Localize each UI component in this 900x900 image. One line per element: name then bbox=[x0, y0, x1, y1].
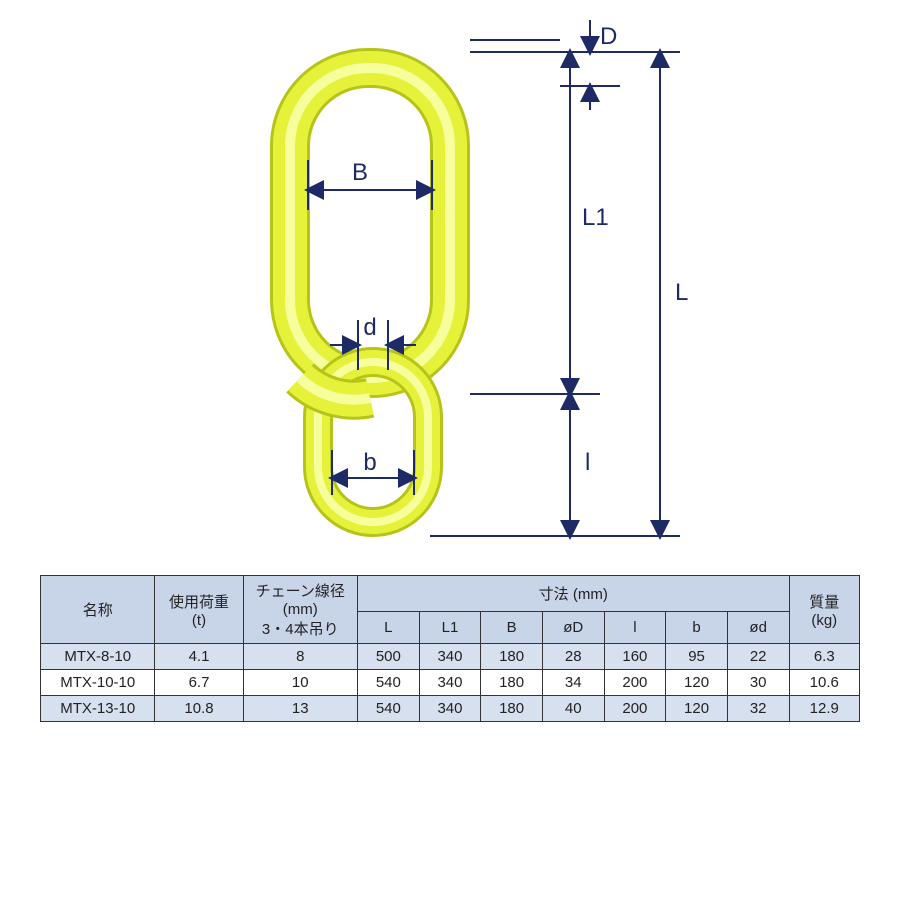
dim-l: l bbox=[570, 394, 590, 536]
cell-d: 32 bbox=[727, 696, 789, 722]
dim-label-l: l bbox=[585, 449, 590, 476]
dim-label-b: b bbox=[363, 449, 376, 476]
th-dim-B: B bbox=[481, 612, 543, 644]
cell-L1: 340 bbox=[419, 670, 481, 696]
page: D L L1 l bbox=[0, 0, 900, 900]
th-chain: チェーン線径 (mm) 3・4本吊り bbox=[243, 576, 357, 644]
dim-label-B: B bbox=[352, 159, 368, 186]
cell-L1: 340 bbox=[419, 696, 481, 722]
cell-name: MTX-13-10 bbox=[41, 696, 155, 722]
th-dims: 寸法 (mm) bbox=[358, 576, 789, 612]
dim-label-L1: L1 bbox=[582, 204, 609, 231]
th-dim-L1: L1 bbox=[419, 612, 481, 644]
cell-b: 120 bbox=[666, 696, 728, 722]
dim-L1: L1 bbox=[470, 52, 609, 394]
dim-b: b bbox=[332, 449, 414, 495]
cell-B: 180 bbox=[481, 644, 543, 670]
cell-wll: 10.8 bbox=[155, 696, 243, 722]
th-name: 名称 bbox=[41, 576, 155, 644]
spec-table-body: MTX-8-104.185003401802816095226.3MTX-10-… bbox=[41, 644, 860, 722]
cell-mass: 10.6 bbox=[789, 670, 860, 696]
spec-table: 名称 使用荷重 (t) チェーン線径 (mm) 3・4本吊り 寸法 (mm) 質 bbox=[40, 575, 860, 722]
th-dim-L: L bbox=[358, 612, 420, 644]
cell-l: 200 bbox=[604, 670, 666, 696]
table-row: MTX-10-106.710540340180342001203010.6 bbox=[41, 670, 860, 696]
main-link-front-patch bbox=[300, 378, 370, 400]
cell-chain: 10 bbox=[243, 670, 357, 696]
table-row: MTX-8-104.185003401802816095226.3 bbox=[41, 644, 860, 670]
cell-L: 540 bbox=[358, 696, 420, 722]
cell-L1: 340 bbox=[419, 644, 481, 670]
cell-wll: 6.7 bbox=[155, 670, 243, 696]
dim-B: B bbox=[308, 159, 432, 210]
cell-mass: 6.3 bbox=[789, 644, 860, 670]
th-mass-unit: (kg) bbox=[811, 612, 837, 629]
th-wll-unit: (t) bbox=[192, 612, 206, 629]
dim-label-d: d bbox=[363, 314, 376, 341]
cell-D: 28 bbox=[542, 644, 604, 670]
cell-b: 95 bbox=[666, 644, 728, 670]
cell-B: 180 bbox=[481, 696, 543, 722]
spec-table-container: 名称 使用荷重 (t) チェーン線径 (mm) 3・4本吊り 寸法 (mm) 質 bbox=[40, 575, 860, 722]
table-row: MTX-13-1010.813540340180402001203212.9 bbox=[41, 696, 860, 722]
dim-D: D bbox=[470, 20, 620, 110]
th-mass: 質量 (kg) bbox=[789, 576, 860, 644]
th-dim-l: l bbox=[604, 612, 666, 644]
th-dim-b: b bbox=[666, 612, 728, 644]
th-chain-text: チェーン線径 (mm) bbox=[256, 583, 345, 618]
cell-l: 160 bbox=[604, 644, 666, 670]
th-wll-text: 使用荷重 bbox=[169, 594, 229, 611]
th-dims-text: 寸法 (mm) bbox=[539, 586, 608, 603]
th-name-text: 名称 bbox=[83, 602, 113, 619]
cell-name: MTX-10-10 bbox=[41, 670, 155, 696]
cell-D: 34 bbox=[542, 670, 604, 696]
cell-wll: 4.1 bbox=[155, 644, 243, 670]
th-dim-phid: ød bbox=[727, 612, 789, 644]
diagram: D L L1 l bbox=[0, 0, 900, 560]
cell-b: 120 bbox=[666, 670, 728, 696]
diagram-svg: D L L1 l bbox=[0, 0, 900, 560]
cell-d: 22 bbox=[727, 644, 789, 670]
cell-chain: 8 bbox=[243, 644, 357, 670]
cell-D: 40 bbox=[542, 696, 604, 722]
th-chain-sub: 3・4本吊り bbox=[262, 621, 339, 638]
th-dim-phiD: øD bbox=[542, 612, 604, 644]
cell-B: 180 bbox=[481, 670, 543, 696]
cell-name: MTX-8-10 bbox=[41, 644, 155, 670]
cell-L: 540 bbox=[358, 670, 420, 696]
th-mass-text: 質量 bbox=[809, 594, 839, 611]
cell-mass: 12.9 bbox=[789, 696, 860, 722]
dim-label-L: L bbox=[675, 279, 688, 306]
dim-label-D: D bbox=[600, 23, 617, 50]
cell-d: 30 bbox=[727, 670, 789, 696]
cell-l: 200 bbox=[604, 696, 666, 722]
th-wll: 使用荷重 (t) bbox=[155, 576, 243, 644]
cell-L: 500 bbox=[358, 644, 420, 670]
cell-chain: 13 bbox=[243, 696, 357, 722]
